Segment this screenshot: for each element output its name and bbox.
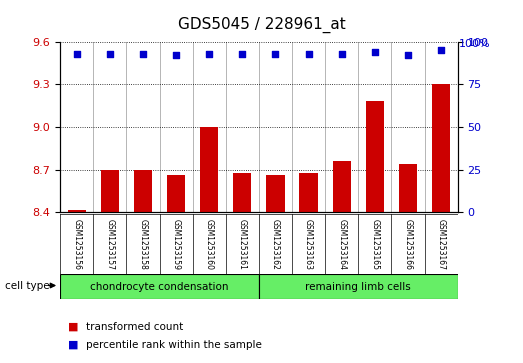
Point [337,51,346,57]
Point [238,51,246,57]
Bar [60,274,259,299]
Text: cell type: cell type [5,281,50,291]
Text: GSM1253162: GSM1253162 [271,219,280,270]
Text: remaining limb cells: remaining limb cells [305,282,411,292]
Text: GSM1253161: GSM1253161 [238,219,247,270]
Point [205,51,213,57]
Bar [233,172,252,212]
Bar [333,161,351,212]
Bar [266,175,285,212]
Text: GSM1253163: GSM1253163 [304,219,313,270]
Bar [67,209,86,212]
Point [371,49,379,55]
Text: GSM1253167: GSM1253167 [437,219,446,270]
Text: 100%: 100% [459,38,490,49]
Text: chondrocyte condensation: chondrocyte condensation [90,282,229,292]
Text: GSM1253158: GSM1253158 [139,219,147,270]
Bar [300,172,317,212]
Text: GSM1253157: GSM1253157 [105,219,115,270]
Text: percentile rank within the sample: percentile rank within the sample [86,340,262,350]
Point [404,53,412,58]
Text: ■: ■ [68,322,78,332]
Point [172,53,180,58]
Text: ■: ■ [68,340,78,350]
Point [437,48,445,53]
Text: GDS5045 / 228961_at: GDS5045 / 228961_at [178,16,345,33]
Bar [200,127,218,212]
Point [304,51,313,57]
Point [73,51,81,57]
Bar [366,101,384,212]
Text: GSM1253156: GSM1253156 [72,219,81,270]
Text: GSM1253165: GSM1253165 [370,219,379,270]
Text: GSM1253160: GSM1253160 [204,219,214,270]
Bar [259,274,458,299]
Point [271,51,280,57]
Point [106,51,114,57]
Text: transformed count: transformed count [86,322,184,332]
Bar [134,170,152,212]
Point [139,51,147,57]
Text: GSM1253159: GSM1253159 [172,219,180,270]
Bar [101,170,119,212]
Text: GSM1253166: GSM1253166 [403,219,413,270]
Text: GSM1253164: GSM1253164 [337,219,346,270]
Bar [432,84,450,212]
Bar [167,175,185,212]
Bar [399,164,417,212]
